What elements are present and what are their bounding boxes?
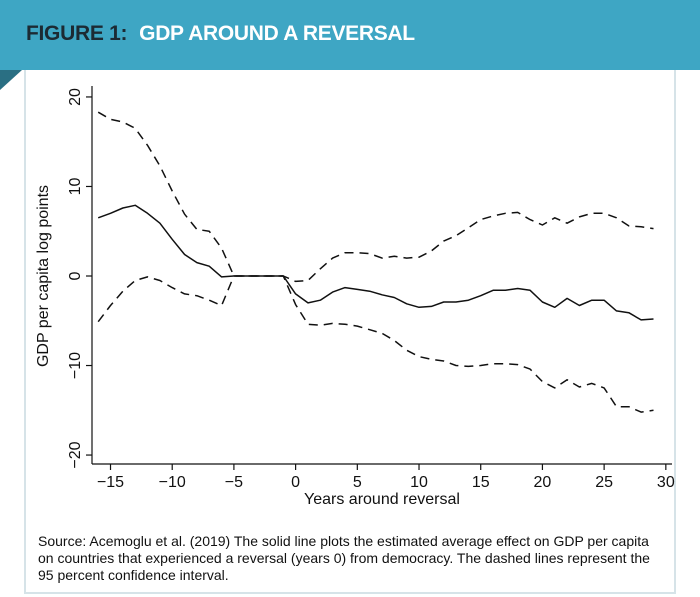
x-axis-title: Years around reversal xyxy=(304,491,460,508)
x-tick-label: −10 xyxy=(159,474,186,491)
x-tick-label: −5 xyxy=(225,474,243,491)
figure-panel: −15 −10 −5 0 5 10 15 20 25 30 −20 −10 0 10 20 Years aro… xyxy=(24,70,676,594)
figure-title: FIGURE 1: GDP AROUND A REVERSAL xyxy=(26,22,415,46)
banner-fold-decoration xyxy=(0,70,22,90)
y-tick-label: 20 xyxy=(67,88,84,106)
x-tick-label: −15 xyxy=(97,474,124,491)
x-tick-label: 25 xyxy=(595,474,613,491)
y-tick-label: 0 xyxy=(67,271,84,280)
y-tick-label: −20 xyxy=(67,441,84,468)
x-tick-label: 20 xyxy=(534,474,552,491)
ci-upper-line xyxy=(97,111,654,283)
figure-caption: Source: Acemoglu et al. (2019) The solid… xyxy=(38,533,650,583)
figure-header-banner: FIGURE 1: GDP AROUND A REVERSAL xyxy=(0,0,700,70)
estimate-line xyxy=(97,204,654,321)
x-tick-label: 15 xyxy=(472,474,490,491)
y-tick-label: 10 xyxy=(67,177,84,195)
x-tick-label: 10 xyxy=(410,474,428,491)
y-tick-label: −10 xyxy=(67,352,84,379)
ci-lower-line xyxy=(97,275,654,413)
figure-title-text: GDP AROUND A REVERSAL xyxy=(139,22,415,45)
chart-svg: −15 −10 −5 0 5 10 15 20 25 30 −20 −10 0 10 20 Years aro… xyxy=(35,86,675,508)
x-tick-label: 30 xyxy=(657,474,675,491)
figure-label: FIGURE 1: xyxy=(26,22,128,45)
x-tick-label: 5 xyxy=(353,474,362,491)
x-tick-label: 0 xyxy=(291,474,300,491)
y-axis-title: GDP per capita log points xyxy=(35,185,52,367)
